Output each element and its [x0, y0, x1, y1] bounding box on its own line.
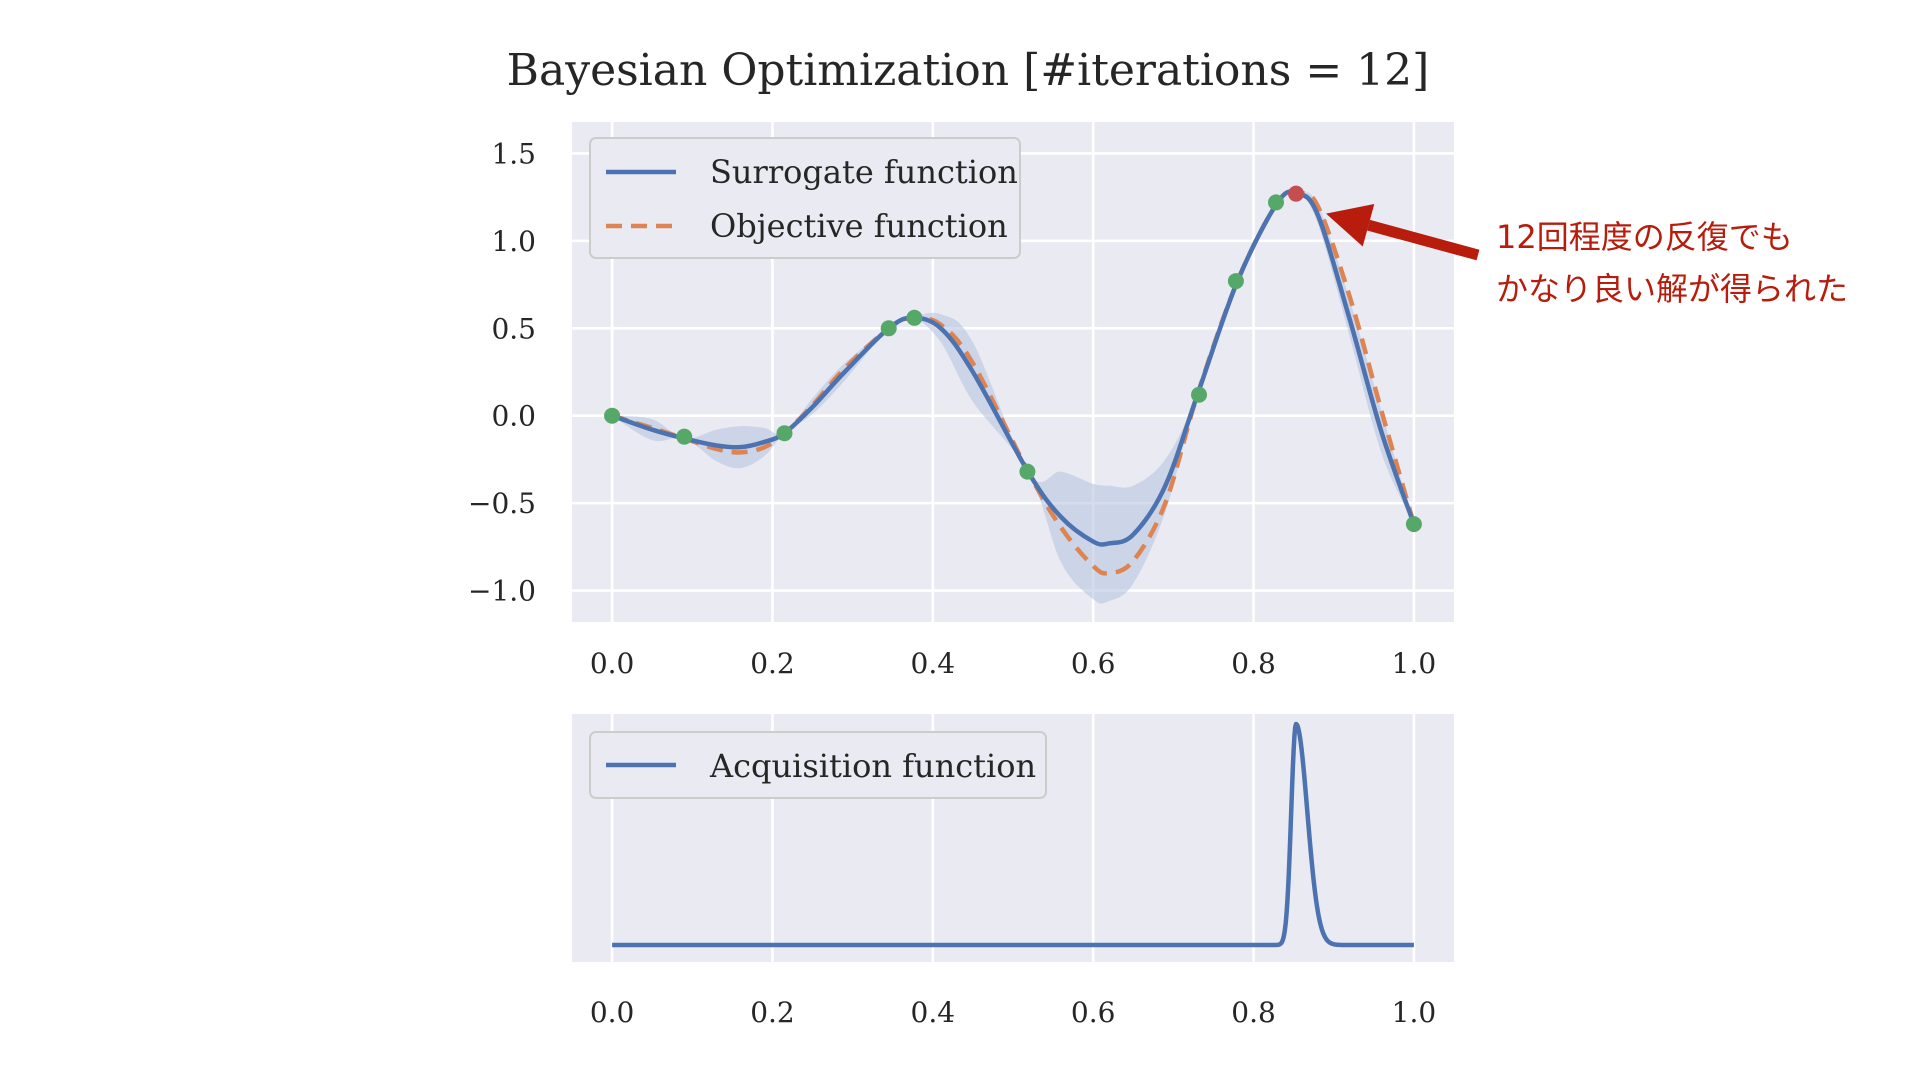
acquisition-plot: 0.0 0.2 0.4 0.6 0.8 1.0 Acquisition function [572, 714, 1454, 1029]
y-tick-label: −1.0 [468, 575, 536, 608]
x-tick-label: 0.0 [590, 996, 635, 1029]
chart-title: Bayesian Optimization [#iterations = 12] [507, 45, 1430, 96]
legend-box [589, 137, 1021, 259]
legend-label-acquisition: Acquisition function [709, 747, 1036, 785]
sample-point [676, 428, 693, 445]
annotation-arrow-head [1326, 203, 1375, 247]
sample-point [1405, 516, 1422, 533]
x-tick-label: 0.8 [1231, 996, 1276, 1029]
annotation-text: かなり良い解が得られた [1496, 270, 1848, 308]
y-tick-label: 0.0 [491, 400, 536, 433]
legend-label-surrogate: Surrogate function [710, 153, 1018, 191]
legend-box [589, 731, 1047, 799]
sample-point [776, 425, 793, 442]
sample-point [1267, 194, 1284, 211]
annotation-text: 12回程度の反復でも [1496, 218, 1793, 256]
x-tick-label: 0.2 [750, 996, 795, 1029]
x-tick-label: 1.0 [1392, 996, 1437, 1029]
objective-plot: 0.0 0.2 0.4 0.6 0.8 1.0 1.5 1.0 0.5 0.0 −0.5 −1.0 Su… [468, 122, 1454, 680]
y-tick-label: 1.0 [491, 225, 536, 258]
x-tick-label: 0.6 [1071, 647, 1116, 680]
annotation-arrow-shaft [1367, 219, 1480, 261]
best-point [1288, 185, 1305, 202]
legend-label-objective: Objective function [710, 207, 1008, 245]
y-tick-label: −0.5 [468, 487, 536, 520]
sample-point [1019, 463, 1036, 480]
x-tick-label: 0.2 [750, 647, 795, 680]
sample-point [604, 407, 621, 424]
legend: Surrogate function Objective function [589, 137, 1021, 259]
x-tick-label: 0.8 [1231, 647, 1276, 680]
sample-point [906, 309, 923, 326]
y-tick-label: 1.5 [491, 137, 536, 170]
x-tick-label: 0.0 [590, 647, 635, 680]
legend: Acquisition function [589, 731, 1047, 799]
x-tick-label: 0.6 [1071, 996, 1116, 1029]
sample-point [880, 320, 897, 337]
sample-point [1191, 386, 1208, 403]
y-tick-label: 0.5 [491, 312, 536, 345]
sample-point [1227, 273, 1244, 290]
x-tick-label: 0.4 [911, 996, 956, 1029]
x-tick-label: 0.4 [911, 647, 956, 680]
x-tick-label: 1.0 [1392, 647, 1437, 680]
acquisition-function-line [610, 721, 1416, 948]
